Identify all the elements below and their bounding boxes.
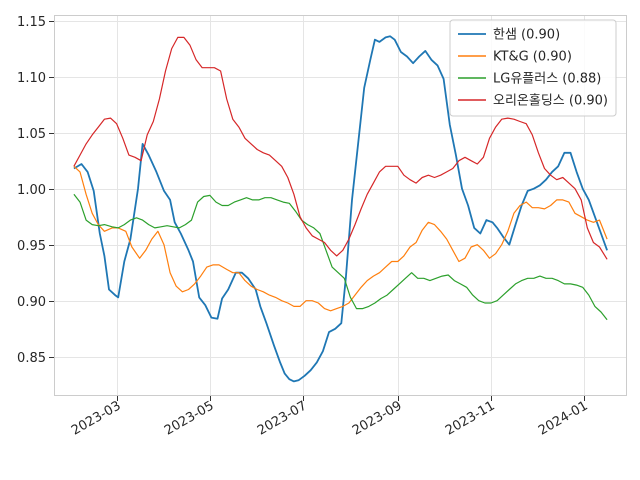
- legend-label: 오리온홀딩스 (0.90): [493, 94, 608, 109]
- y-tick-label: 0.90: [17, 295, 46, 310]
- legend-label: 한샘 (0.90): [493, 28, 560, 43]
- series-line-4: [73, 36, 608, 260]
- y-axis: 0.85 0.90 0.95 1.00 1.05 1.10 1.15: [17, 15, 54, 366]
- y-tick-label: 1.05: [17, 127, 46, 142]
- y-tick-label: 0.95: [17, 239, 46, 254]
- x-tick-label: 2023-07: [255, 398, 310, 438]
- legend: 한샘 (0.90) KT&G (0.90) LG유플러스 (0.88) 오리온홀딩스 …: [449, 19, 617, 117]
- y-tick-label: 1.10: [17, 71, 46, 86]
- y-tick-label: 1.00: [17, 183, 46, 198]
- y-tick-label: 0.85: [17, 351, 46, 366]
- x-tick-label: 2023-05: [162, 398, 217, 438]
- legend-label: KT&G (0.90): [493, 50, 572, 65]
- legend-box: [449, 19, 617, 117]
- series-lines: [73, 35, 608, 383]
- legend-label: LG유플러스 (0.88): [493, 72, 601, 87]
- plot-frame: [54, 15, 627, 396]
- series-line-3: [73, 193, 608, 321]
- x-tick-label: 2023-09: [350, 398, 405, 438]
- x-tick-label: 2023-03: [69, 398, 124, 438]
- series-line-2: [73, 165, 608, 312]
- y-tick-label: 1.15: [17, 15, 46, 30]
- x-tick-label: 2023-11: [443, 398, 498, 438]
- x-tick-label: 2024-01: [536, 398, 591, 438]
- grid: [54, 15, 627, 396]
- x-axis: 2023-03 2023-05 2023-07 2023-09 2023-11 2024-…: [69, 396, 591, 439]
- series-line-1: [73, 35, 608, 383]
